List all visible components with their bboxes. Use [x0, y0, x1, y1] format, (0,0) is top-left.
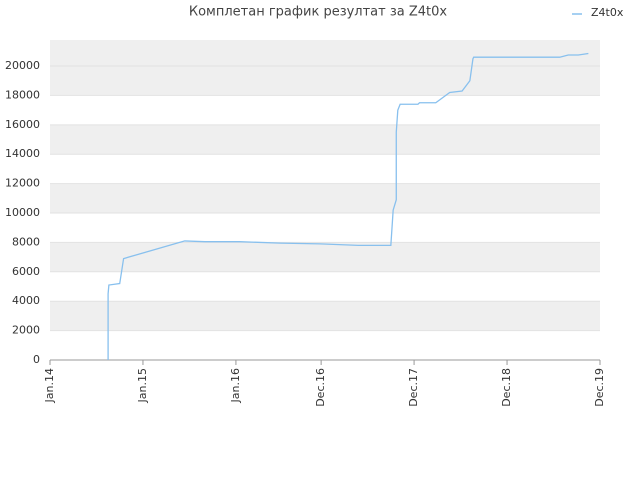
series-line [107, 52, 589, 360]
grid-band [50, 154, 600, 184]
x-tick-label: Jan.15 [136, 368, 149, 403]
chart-title: Комплетан график резултат за Z4t0x [189, 5, 448, 20]
plot-background [50, 40, 600, 360]
x-tick-label: Jan.14 [43, 368, 56, 403]
legend-label: Z4t0x [591, 6, 624, 19]
x-tick-label: Jan.16 [229, 368, 242, 403]
grid-band [50, 213, 600, 243]
grid-band [50, 330, 600, 360]
y-tick-label: 0 [33, 353, 40, 366]
y-tick-label: 6000 [12, 265, 40, 278]
x-tick-label: Dec.18 [500, 368, 513, 407]
y-tick-label: 12000 [5, 177, 40, 190]
y-tick-label: 14000 [5, 147, 40, 160]
y-tick-label: 16000 [5, 118, 40, 131]
y-tick-label: 2000 [12, 324, 40, 337]
x-tick-label: Dec.17 [407, 368, 420, 407]
x-tick-label: Dec.16 [314, 368, 327, 407]
y-tick-label: 20000 [5, 59, 40, 72]
y-tick-label: 18000 [5, 88, 40, 101]
y-tick-label: 10000 [5, 206, 40, 219]
grid-band [50, 271, 600, 302]
grid-band [50, 95, 600, 125]
y-tick-label: 4000 [12, 294, 40, 307]
x-tick-label: Dec.19 [593, 368, 606, 407]
y-tick-label: 8000 [12, 235, 40, 248]
